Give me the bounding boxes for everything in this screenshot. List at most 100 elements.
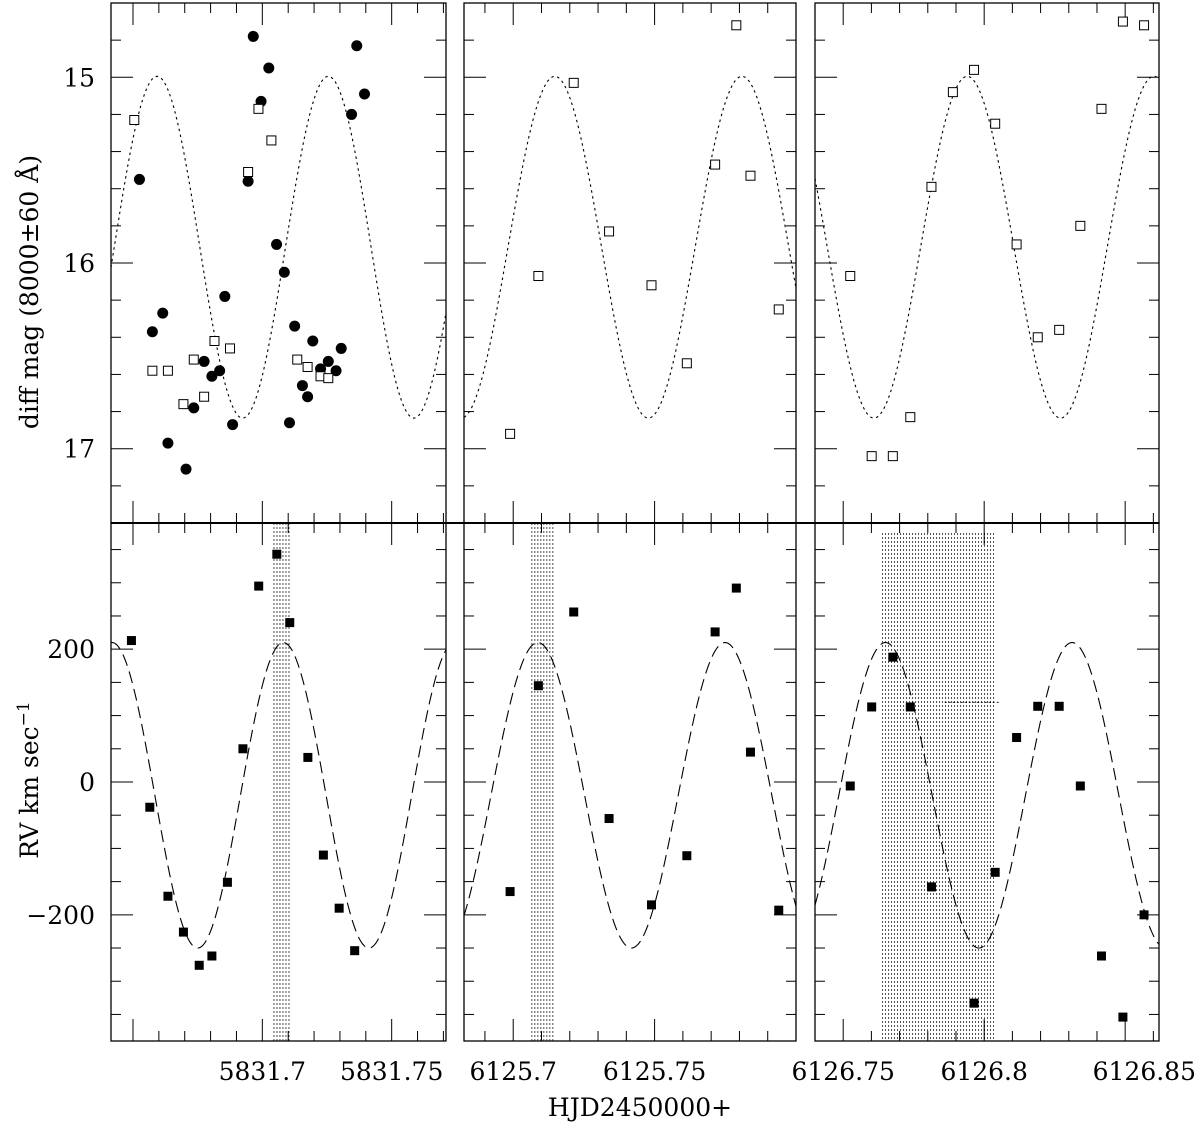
data-point [1117, 16, 1128, 27]
y-axis-label-bottom: RV km sec−1 [14, 701, 44, 858]
data-point [1139, 20, 1150, 31]
data-point [969, 64, 980, 75]
data-point [224, 343, 235, 354]
data-point [1118, 1012, 1128, 1022]
data-point [359, 88, 371, 100]
data-point [905, 702, 915, 712]
data-point [133, 173, 145, 185]
panel-frame [463, 522, 797, 1042]
data-point [253, 103, 264, 114]
data-point [1033, 701, 1043, 711]
x-tick-label: 6126.8 [940, 1057, 1027, 1086]
data-point [178, 399, 189, 410]
panel-top-left: 15 16 17 [63, 2, 447, 524]
data-point [947, 87, 958, 98]
data-point [289, 320, 301, 332]
data-point [322, 355, 334, 367]
data-point [194, 960, 204, 970]
data-point [505, 428, 516, 439]
x-tick-label: 5831.7 [219, 1057, 306, 1086]
data-point [710, 627, 720, 637]
data-point [646, 280, 657, 291]
panel-frame [814, 2, 1160, 524]
data-point [307, 335, 319, 347]
model-curve [464, 641, 796, 949]
data-point [209, 336, 220, 346]
data-point [163, 891, 173, 901]
data-point [292, 354, 303, 365]
x-tick-label: 6126.75 [792, 1057, 895, 1086]
data-point [206, 370, 218, 382]
data-point [710, 159, 721, 170]
data-point [188, 354, 199, 365]
data-point [247, 30, 259, 42]
data-point [238, 744, 248, 754]
panel-bottom-middle: 6125.7 6125.75 [463, 522, 797, 1086]
data-point [568, 77, 579, 88]
data-point [1075, 781, 1085, 791]
data-point [271, 238, 283, 250]
data-point [323, 373, 334, 384]
data-point [351, 40, 363, 52]
data-point [866, 451, 877, 462]
data-point [214, 365, 226, 377]
data-point [773, 304, 784, 315]
data-point [302, 362, 313, 372]
data-point [926, 882, 936, 892]
x-tick-label: 6125.75 [603, 1057, 706, 1086]
panel-frame [814, 522, 1160, 1042]
data-point [845, 271, 856, 281]
data-point [867, 702, 877, 712]
data-point [227, 419, 239, 431]
data-point [126, 636, 136, 646]
data-point [285, 618, 295, 628]
model-curve [464, 75, 796, 419]
data-point [222, 877, 232, 887]
data-point [157, 307, 169, 319]
data-point [569, 607, 579, 617]
data-point [198, 355, 210, 367]
data-point [1012, 733, 1022, 743]
data-point [745, 747, 755, 757]
y-tick-label: 17 [63, 435, 95, 464]
data-point [905, 412, 916, 423]
data-point [335, 342, 347, 354]
panel-top-middle [463, 2, 797, 524]
data-point [1096, 103, 1107, 114]
y-tick-label: 200 [47, 635, 95, 664]
y-tick-label: 0 [79, 768, 95, 797]
data-point [188, 402, 200, 414]
data-point [505, 887, 515, 897]
data-point [263, 62, 275, 74]
data-point [199, 391, 210, 402]
data-point [604, 226, 615, 237]
data-point [604, 814, 614, 824]
panel-top-right [814, 2, 1160, 524]
data-point [990, 867, 1000, 877]
data-point [129, 115, 140, 125]
y-tick-label: 15 [63, 63, 95, 92]
data-point [845, 781, 855, 791]
data-point [887, 451, 898, 462]
data-point [162, 365, 173, 376]
data-point [330, 365, 342, 377]
data-point [533, 271, 544, 281]
data-point [219, 290, 231, 302]
data-point [1096, 951, 1106, 961]
x-axis-label: HJD2450000+ [548, 1093, 732, 1122]
data-point [745, 170, 756, 181]
data-point [147, 365, 158, 376]
panel-frame [110, 2, 447, 524]
data-point [533, 681, 543, 691]
data-point [243, 167, 254, 177]
data-point [283, 417, 295, 429]
data-point [296, 380, 308, 392]
data-point [1075, 220, 1086, 231]
data-point [303, 752, 313, 762]
data-point [254, 581, 264, 591]
x-tick-label: 6125.7 [469, 1057, 556, 1086]
panel-bottom-left: 200 0 −200 5831.7 5831.75 [26, 522, 447, 1086]
panel-bottom-right: 6126.75 6126.8 6126.85 [792, 522, 1196, 1086]
panel-frame [463, 2, 797, 524]
data-point [146, 326, 158, 338]
